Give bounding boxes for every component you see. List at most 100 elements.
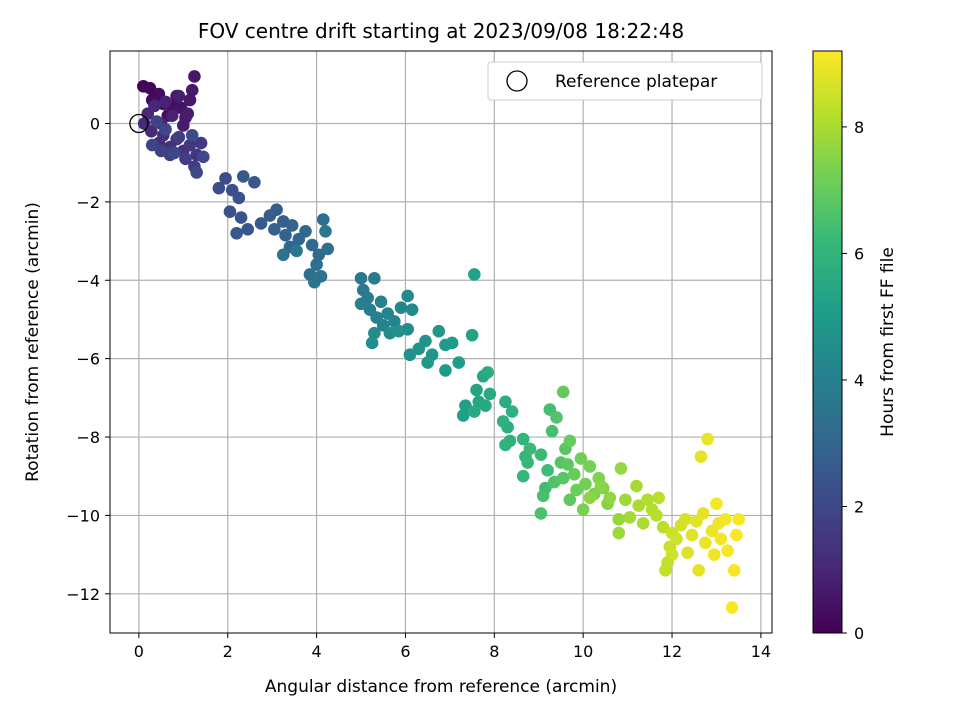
data-point [612,513,626,526]
data-point [421,356,434,369]
colorbar-tick-label: 0 [854,624,864,643]
data-point [603,491,617,505]
data-point [659,563,672,577]
data-point [556,471,570,485]
data-point [614,462,628,475]
x-tick-label: 12 [662,642,682,661]
colorbar [812,50,843,634]
data-point [394,301,408,315]
data-point [312,248,326,262]
data-point [685,528,699,542]
data-point [310,258,323,271]
plot-frame [109,50,773,634]
y-axis-label: Rotation from reference (arcmin) [23,202,43,482]
data-point [641,493,654,507]
data-point [536,489,550,503]
colorbar-tick-label: 6 [854,244,864,263]
data-point [567,467,581,481]
data-point [714,532,728,546]
data-point [619,493,632,507]
colorbar-ticks: 0 2 4 6 8 [842,118,864,643]
data-point [299,224,312,238]
x-tick-label: 6 [400,642,410,661]
data-point [707,548,721,561]
data-point [523,442,537,456]
data-point [319,224,332,238]
data-point [270,203,283,217]
data-point [179,152,192,166]
data-point [459,399,472,412]
data-point [630,479,643,493]
data-point [254,217,268,230]
data-point [545,424,559,438]
data-point [236,170,250,183]
data-point [516,432,530,446]
data-point [248,175,261,189]
data-point [374,295,388,309]
data-point [516,469,530,483]
data-point [168,146,181,160]
data-point [563,434,577,448]
data-point [505,405,519,418]
data-point [159,95,172,109]
data-point [276,248,290,262]
data-point [234,211,248,224]
data-point [612,526,626,540]
data-point [696,507,710,520]
data-point [574,452,588,465]
data-point [710,497,723,510]
x-tick-label: 10 [573,642,593,661]
data-point [145,138,159,152]
data-point [521,456,534,469]
data-point [172,130,186,144]
data-point [183,138,197,152]
data-point [636,516,650,530]
data-point [721,544,734,557]
data-point [665,548,679,561]
data-point [177,119,190,132]
chart-title: FOV centre drift starting at 2023/09/08 … [198,19,684,43]
data-point [419,334,432,348]
data-point [354,297,368,311]
data-point [279,228,292,242]
data-point [143,81,157,95]
y-tick-label: −6 [76,350,100,369]
data-point [652,491,666,505]
x-tick-label: 2 [223,642,233,661]
data-point [403,348,417,362]
x-axis-ticks: 0 2 4 6 8 10 12 14 [134,633,771,661]
data-point [541,464,554,477]
data-point [468,405,481,418]
legend: Reference platepar [487,61,763,101]
data-point [194,136,208,150]
data-point [692,563,705,577]
y-tick-label: −8 [76,428,100,447]
data-point [496,415,510,428]
y-tick-label: −10 [66,506,100,525]
x-tick-label: 8 [489,642,499,661]
data-point [583,491,597,505]
data-point [650,509,663,522]
data-point [681,546,694,559]
data-point [499,438,512,452]
data-point [699,536,712,550]
data-point [679,513,692,526]
data-point [445,336,459,350]
y-tick-label: −2 [76,193,100,212]
data-point [465,328,479,342]
data-point [308,275,321,289]
data-point [230,226,243,240]
data-point [190,166,203,179]
y-tick-label: 0 [90,115,100,134]
data-point [392,324,406,338]
data-point [561,458,574,471]
data-point [579,477,592,491]
data-point [321,242,335,256]
data-point [165,109,179,122]
data-points [137,70,745,614]
legend-marker [506,70,528,92]
data-point [285,219,299,232]
data-point [365,336,379,350]
